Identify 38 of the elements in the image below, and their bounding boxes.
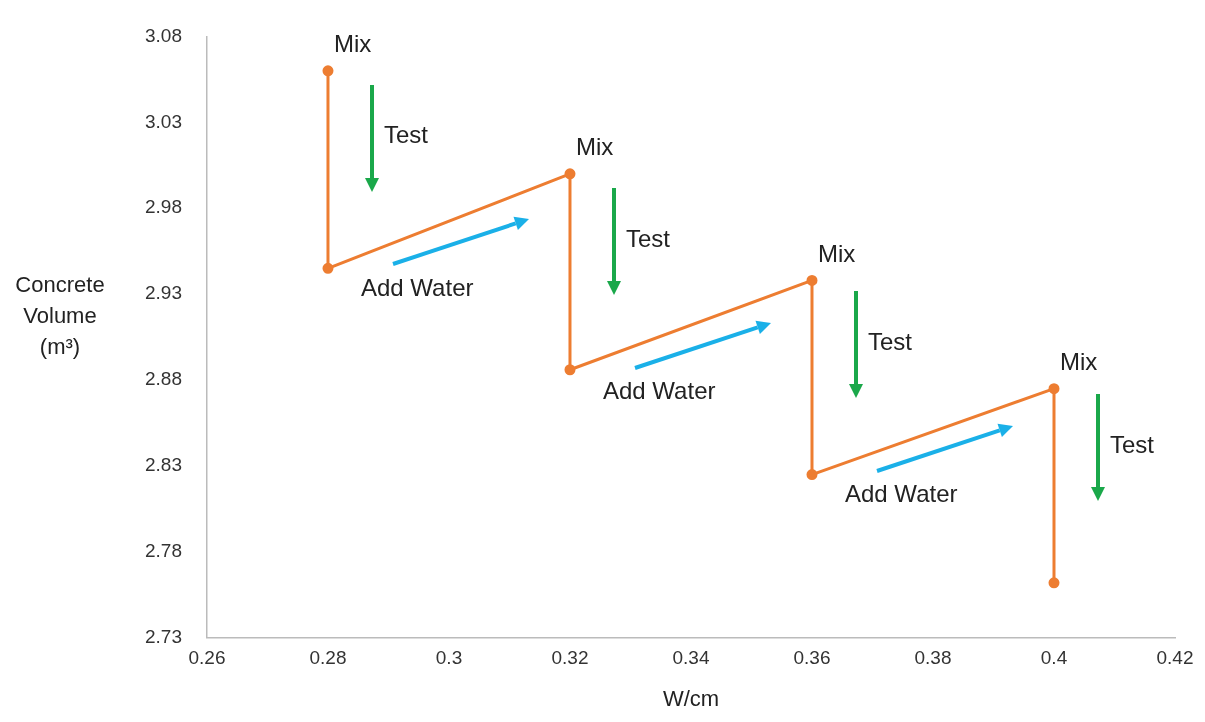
point: [564, 364, 576, 376]
annotation: Test: [867, 327, 913, 355]
x-tick-label: 0.36: [793, 647, 831, 669]
x-tick-label: 0.3: [435, 647, 463, 669]
annotation: Mix: [575, 133, 614, 161]
point: [564, 168, 576, 180]
y-tick-label: 2.83: [145, 454, 182, 476]
point: [1048, 383, 1060, 395]
annotation: Add Water: [602, 377, 716, 405]
annotation: Mix: [1060, 348, 1098, 376]
y-tick-label: 2.98: [145, 196, 182, 218]
y-tick-label: 2.78: [145, 540, 182, 562]
annotation: Test: [625, 224, 671, 252]
x-tick-label: 0.26: [188, 647, 226, 669]
annotation: Test: [1110, 430, 1155, 458]
x-tick-label: 0.42: [1156, 647, 1194, 669]
annotation: Mix: [333, 30, 372, 58]
x-tick-label: 0.28: [309, 647, 347, 669]
y-tick-label: 3.03: [145, 110, 182, 132]
y-axis-title: Concrete Volume (m³): [14, 271, 106, 361]
point: [1048, 577, 1060, 589]
y-tick-label: 2.88: [145, 368, 182, 390]
x-tick-label: 0.32: [551, 647, 589, 669]
x-tick-label: 0.4: [1040, 647, 1068, 669]
y-tick-label: 2.93: [145, 282, 182, 304]
y-tick-label: 2.73: [145, 626, 182, 648]
annotation: Add Water: [360, 274, 474, 302]
point: [806, 274, 818, 286]
x-tick-label: 0.38: [914, 647, 952, 669]
point: [322, 65, 334, 77]
x-tick-label: 0.34: [672, 647, 710, 669]
y-tick-label: 3.08: [145, 24, 182, 46]
point: [322, 262, 334, 274]
point: [806, 469, 818, 481]
x-axis-title: W/cm: [662, 685, 720, 711]
annotation: Mix: [817, 240, 856, 268]
annotation: Add Water: [844, 480, 958, 508]
annotation: Test: [383, 121, 429, 149]
